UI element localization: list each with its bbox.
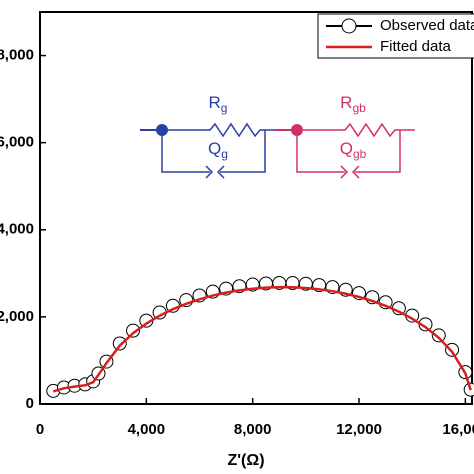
data-point <box>463 382 474 397</box>
circuit-label-main: R <box>209 93 221 112</box>
cpe-branch <box>355 130 401 173</box>
y-tick-label: 2,000 <box>0 308 34 325</box>
legend-label: Observed data <box>380 17 474 34</box>
x-tick-label: 8,000 <box>234 421 272 438</box>
y-tick-label: 0 <box>26 395 34 412</box>
resistor <box>162 122 280 138</box>
circuit-label-sub: gb <box>353 147 367 161</box>
cpe <box>205 165 214 179</box>
circuit-label: Rgb <box>340 93 366 115</box>
y-tick-label: 4,000 <box>0 221 34 238</box>
circuit-label-main: R <box>340 93 352 112</box>
data-point <box>126 323 141 338</box>
x-tick-label: 16,000 <box>442 421 474 438</box>
data-point <box>112 336 127 351</box>
legend-label: Fitted data <box>380 38 452 55</box>
cpe <box>340 165 349 179</box>
circuit-label: Qg <box>208 139 228 161</box>
cpe <box>351 165 360 179</box>
x-axis-label: Z'(Ω) <box>227 452 264 469</box>
plot-frame <box>39 11 473 405</box>
circuit-label-main: Q <box>340 139 353 158</box>
data-point <box>431 328 446 343</box>
legend-marker <box>341 18 357 34</box>
x-tick-label: 4,000 <box>128 421 166 438</box>
cpe-branch <box>161 130 210 173</box>
cpe-branch <box>220 130 266 173</box>
x-tick-label: 0 <box>36 421 44 438</box>
circuit-label-main: Q <box>208 139 221 158</box>
circuit-label-sub: g <box>221 101 228 115</box>
y-tick-label: 6,000 <box>0 134 34 151</box>
circuit-label-sub: g <box>221 147 228 161</box>
circuit-label: Rg <box>209 93 228 115</box>
x-tick-label: 12,000 <box>336 421 382 438</box>
resistor <box>297 122 415 138</box>
y-tick-label: 8,000 <box>0 47 34 64</box>
circuit-label-sub: gb <box>352 101 366 115</box>
fit-line <box>52 285 472 393</box>
cpe <box>216 165 225 179</box>
circuit-label: Qgb <box>340 139 367 161</box>
cpe-branch <box>296 130 345 173</box>
